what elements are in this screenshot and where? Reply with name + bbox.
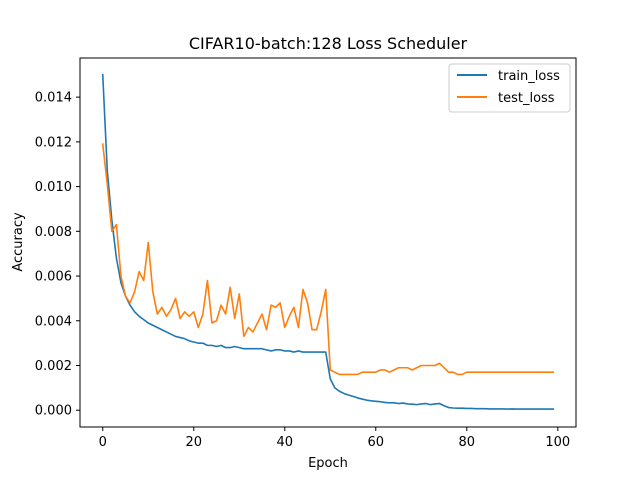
y-tick-label: 0.006 bbox=[35, 270, 72, 285]
x-tick-label: 0 bbox=[99, 435, 107, 450]
y-tick-label: 0.010 bbox=[35, 180, 72, 195]
x-tick-label: 100 bbox=[545, 435, 570, 450]
y-tick-label: 0.004 bbox=[35, 314, 72, 329]
plot-frame bbox=[79, 57, 577, 428]
x-tick-label: 80 bbox=[459, 435, 476, 450]
legend-label-train-loss: train_loss bbox=[498, 69, 560, 84]
series-line-train-loss bbox=[101, 73, 555, 410]
y-tick-label: 0.008 bbox=[35, 225, 72, 240]
y-tick-label: 0.002 bbox=[35, 359, 72, 374]
legend-label-test-loss: test_loss bbox=[498, 91, 555, 106]
y-tick-label: 0.014 bbox=[35, 91, 72, 106]
x-tick-label: 60 bbox=[368, 435, 385, 450]
series-line-test-loss bbox=[101, 143, 555, 376]
ticks-layer: 0 20 40 60 80 100 0.000 0.002 0.004 0.006 0.008 0.0… bbox=[35, 91, 570, 450]
y-tick-label: 0.000 bbox=[35, 404, 72, 419]
chart-title: CIFAR10-batch:128 Loss Scheduler bbox=[189, 34, 468, 53]
y-tick-label: 0.012 bbox=[35, 135, 72, 150]
x-axis-title: Epoch bbox=[308, 456, 348, 471]
series-layer bbox=[101, 73, 555, 410]
legend: train_loss test_loss bbox=[448, 63, 571, 113]
y-axis-title: Accuracy bbox=[11, 212, 26, 272]
x-tick-label: 20 bbox=[185, 435, 202, 450]
x-tick-label: 40 bbox=[276, 435, 293, 450]
